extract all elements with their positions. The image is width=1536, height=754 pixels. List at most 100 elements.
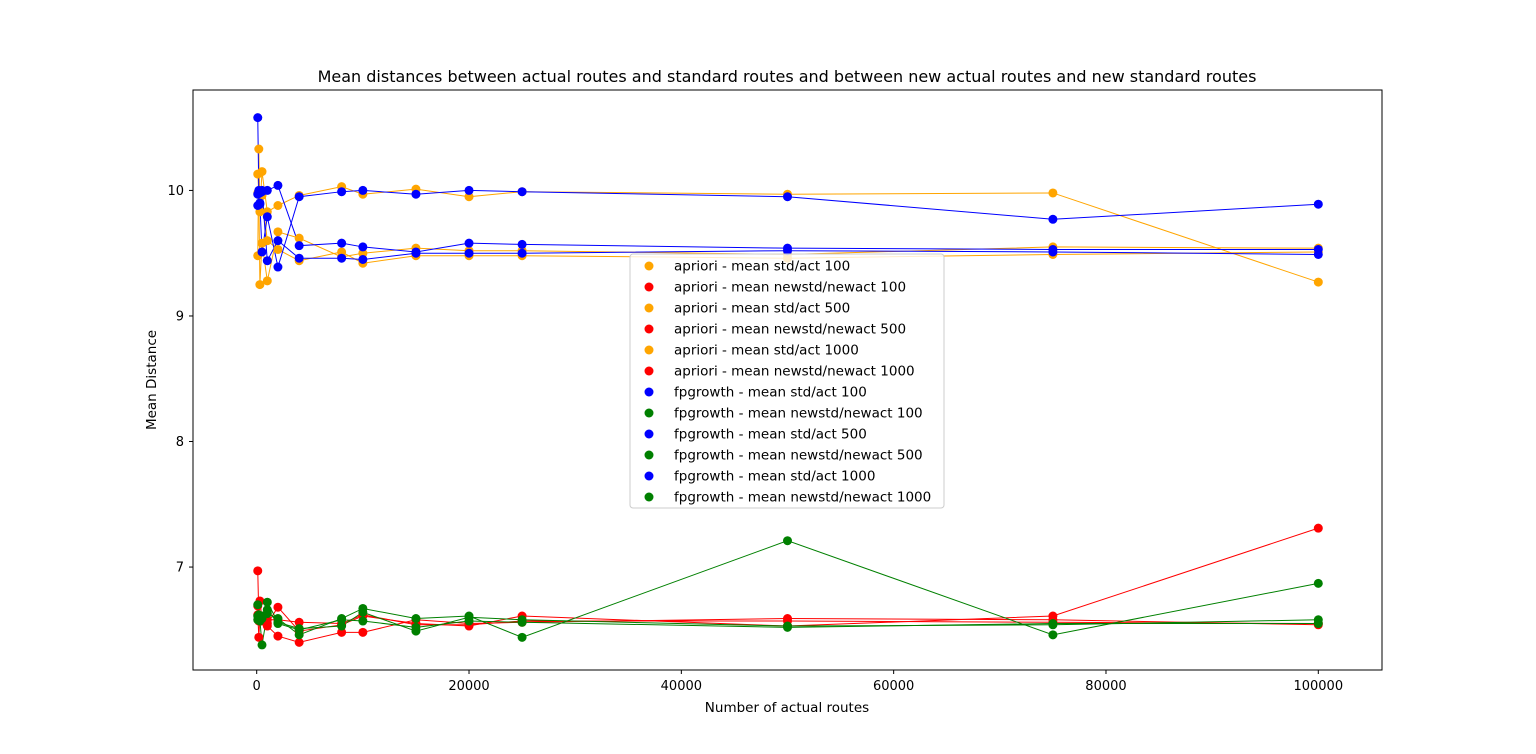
legend-marker-9 [644, 450, 654, 460]
legend-marker-11 [644, 492, 654, 502]
series-10-point-6 [294, 253, 304, 263]
legend-label-5: apriori - mean newstd/newact 1000 [674, 364, 915, 380]
x-axis: 0 20000 40000 60000 80000 100000 [253, 670, 1343, 694]
series-11-point-8 [358, 616, 368, 626]
legend-marker-5 [644, 366, 654, 376]
series-11-point-4 [262, 605, 272, 615]
series-11-point-7 [337, 615, 347, 625]
legend-marker-0 [644, 261, 654, 271]
series-6-point-6 [294, 192, 304, 202]
legend-marker-3 [644, 324, 654, 334]
y-tick-label-2: 9 [176, 309, 184, 324]
series-6-point-4 [262, 212, 272, 222]
series-9-point-7 [337, 621, 347, 631]
x-tick-label-2: 40000 [661, 679, 702, 694]
series-10-point-2 [255, 199, 265, 209]
legend-label-4: apriori - mean std/act 1000 [674, 343, 859, 359]
legend-marker-7 [644, 408, 654, 418]
x-axis-label: Number of actual routes [705, 700, 869, 716]
series-8-point-6 [294, 241, 304, 251]
legend: apriori - mean std/act 100 apriori - mean… [629, 253, 945, 509]
series-10-point-5 [273, 236, 283, 246]
legend-box [629, 253, 945, 509]
series-5-point-6 [294, 617, 304, 627]
legend-marker-8 [644, 429, 654, 439]
y-axis-label: Mean Distance [144, 330, 160, 430]
series-2-point-0 [253, 169, 263, 179]
series-6-point-12 [783, 192, 792, 202]
series-2-point-2 [255, 280, 265, 290]
legend-marker-2 [644, 303, 654, 313]
legend-marker-6 [644, 387, 654, 397]
series-10-point-11 [517, 248, 527, 258]
legend-label-1: apriori - mean newstd/newact 100 [674, 280, 906, 296]
y-tick-label-1: 8 [176, 435, 184, 450]
series-11-point-13 [1048, 619, 1058, 629]
series-6-point-7 [337, 187, 347, 197]
series-3-point-7 [337, 627, 347, 637]
series-2-point-5 [273, 227, 283, 237]
y-axis: 7 8 9 10 [167, 184, 193, 576]
series-6-point-9 [411, 189, 421, 199]
series-10-point-10 [464, 248, 474, 258]
series-1-point-0 [253, 566, 263, 576]
series-10-point-13 [1048, 247, 1058, 257]
series-7-point-11 [517, 632, 527, 642]
series-6-point-8 [358, 185, 368, 195]
series-7-point-14 [1313, 578, 1323, 588]
series-4-point-7 [337, 247, 347, 257]
x-tick-label-0: 0 [253, 679, 261, 694]
legend-label-2: apriori - mean std/act 500 [674, 301, 850, 317]
series-10-point-9 [411, 248, 421, 258]
x-tick-label-3: 60000 [873, 679, 914, 694]
series-1-point-5 [273, 602, 283, 612]
series-6-point-10 [464, 185, 474, 195]
series-10-point-14 [1313, 249, 1323, 259]
series-9-point-8 [358, 607, 368, 617]
plot-area [253, 113, 1323, 650]
series-7-point-13 [1048, 630, 1058, 640]
series-6-point-5 [273, 262, 283, 272]
x-tick-label-1: 20000 [448, 679, 489, 694]
series-1-point-14 [1313, 523, 1323, 533]
plot-frame [192, 89, 1383, 671]
legend-label-8: fpgrowth - mean std/act 500 [674, 427, 867, 443]
series-7-point-12 [783, 536, 792, 546]
legend-label-9: fpgrowth - mean newstd/newact 500 [674, 448, 923, 464]
series-11-point-12 [783, 622, 792, 632]
series-11-point-14 [1313, 619, 1323, 629]
series-11-point-3 [257, 611, 267, 621]
series-8-point-10 [464, 238, 474, 248]
series-0-point-1 [254, 144, 264, 154]
series-7-point-9 [411, 614, 421, 624]
series-8-point-5 [273, 180, 283, 190]
series-3-point-6 [294, 637, 304, 647]
legend-label-6: fpgrowth - mean std/act 100 [674, 385, 867, 401]
series-11-point-9 [411, 622, 421, 632]
series-11-point-6 [294, 625, 304, 635]
legend-marker-1 [644, 282, 654, 292]
legend-label-0: apriori - mean std/act 100 [674, 259, 850, 275]
series-2-point-4 [262, 276, 272, 286]
series-2-point-8 [358, 248, 368, 258]
series-3-point-1 [254, 632, 264, 642]
series-10-point-7 [337, 253, 347, 263]
series-8-point-7 [337, 238, 347, 248]
series-0-point-14 [1313, 277, 1323, 287]
series-6-point-14 [1313, 199, 1323, 209]
series-6-point-11 [517, 187, 527, 197]
series-11-point-10 [464, 616, 474, 626]
legend-marker-10 [644, 471, 654, 481]
series-4-point-4 [262, 236, 272, 246]
y-tick-label-0: 7 [176, 561, 184, 576]
x-tick-label-4: 80000 [1085, 679, 1126, 694]
series-6-point-3 [257, 247, 267, 257]
series-10-point-12 [783, 246, 792, 256]
series-0-point-10 [464, 192, 474, 202]
legend-label-3: apriori - mean newstd/newact 500 [674, 322, 906, 338]
series-7-point-3 [257, 640, 267, 650]
series-6-point-0 [253, 113, 263, 123]
legend-label-7: fpgrowth - mean newstd/newact 100 [674, 406, 923, 422]
series-10-point-3 [257, 185, 267, 195]
